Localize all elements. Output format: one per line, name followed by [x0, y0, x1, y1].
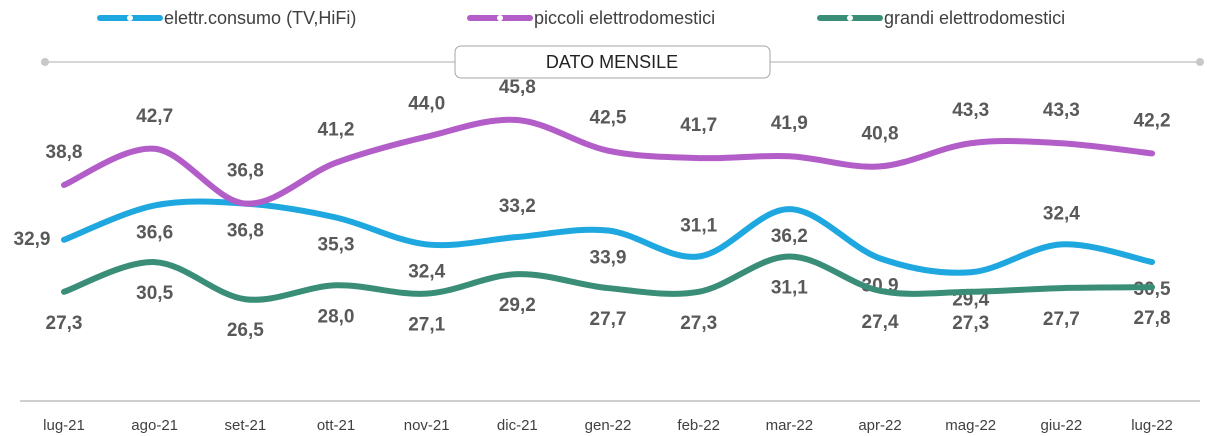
title-box — [454, 45, 771, 79]
data-label: 29,2 — [499, 295, 536, 316]
data-label: 40,8 — [862, 123, 899, 144]
data-label: 27,4 — [862, 312, 899, 333]
data-label: 32,4 — [408, 261, 445, 282]
series-line — [61, 253, 1156, 303]
legend-label: grandi elettrodomestici — [884, 8, 1065, 28]
data-label: 27,1 — [408, 315, 445, 336]
x-tick-label: nov-21 — [404, 417, 450, 434]
data-label: 35,3 — [318, 235, 355, 256]
data-label: 31,1 — [680, 216, 717, 237]
data-label: 27,7 — [1043, 309, 1080, 330]
data-label: 43,3 — [1043, 100, 1080, 121]
x-tick-label: ago-21 — [131, 417, 178, 434]
series-line — [61, 116, 1156, 207]
legend-dot — [127, 15, 133, 21]
data-label: 41,7 — [680, 115, 717, 136]
x-tick-label: lug-22 — [1131, 417, 1173, 434]
legend-dot — [497, 15, 503, 21]
data-label: 27,3 — [46, 313, 83, 334]
data-label: 26,5 — [227, 320, 264, 341]
x-tick-label: set-21 — [224, 417, 266, 434]
x-tick-label: dic-21 — [497, 417, 538, 434]
data-label: 41,9 — [771, 113, 808, 134]
data-label: 36,6 — [136, 222, 173, 243]
data-label: 33,9 — [590, 248, 627, 269]
data-label: 36,8 — [227, 161, 264, 182]
x-tick-label: gen-22 — [585, 417, 632, 434]
x-tick-label: giu-22 — [1041, 417, 1083, 434]
data-label: 38,8 — [46, 142, 83, 163]
data-label: 36,8 — [227, 221, 264, 242]
x-tick-label: mag-22 — [945, 417, 996, 434]
legend-label: elettr.consumo (TV,HiFi) — [164, 8, 356, 28]
data-label: 27,7 — [590, 309, 627, 330]
data-label: 41,2 — [318, 120, 355, 141]
data-label: 33,2 — [499, 196, 536, 217]
rule-end — [1196, 58, 1204, 66]
data-label: 36,2 — [771, 226, 808, 247]
x-tick-label: mar-22 — [766, 417, 814, 434]
data-label: 42,5 — [590, 108, 627, 129]
legend-dot — [847, 15, 853, 21]
data-label: 32,4 — [1043, 203, 1080, 224]
data-label: 27,3 — [680, 313, 717, 334]
data-label: 43,3 — [952, 100, 989, 121]
data-label: 42,2 — [1134, 110, 1171, 131]
x-tick-label: ott-21 — [317, 417, 355, 434]
chart-title: DATO MENSILE — [546, 52, 678, 72]
data-label: 42,7 — [136, 106, 173, 127]
x-tick-label: lug-21 — [43, 417, 85, 434]
data-label: 27,8 — [1134, 308, 1171, 329]
data-label: 44,0 — [408, 94, 445, 115]
rule-end — [41, 58, 49, 66]
x-tick-label: feb-22 — [677, 417, 720, 434]
data-label: 28,0 — [318, 306, 355, 327]
data-label: 31,1 — [771, 278, 808, 299]
data-label: 45,8 — [499, 77, 536, 98]
data-label: 30,5 — [136, 283, 173, 304]
data-label: 27,3 — [952, 313, 989, 334]
legend-label: piccoli elettrodomestici — [534, 8, 715, 28]
data-label: 32,9 — [14, 229, 51, 250]
x-tick-label: apr-22 — [858, 417, 901, 434]
